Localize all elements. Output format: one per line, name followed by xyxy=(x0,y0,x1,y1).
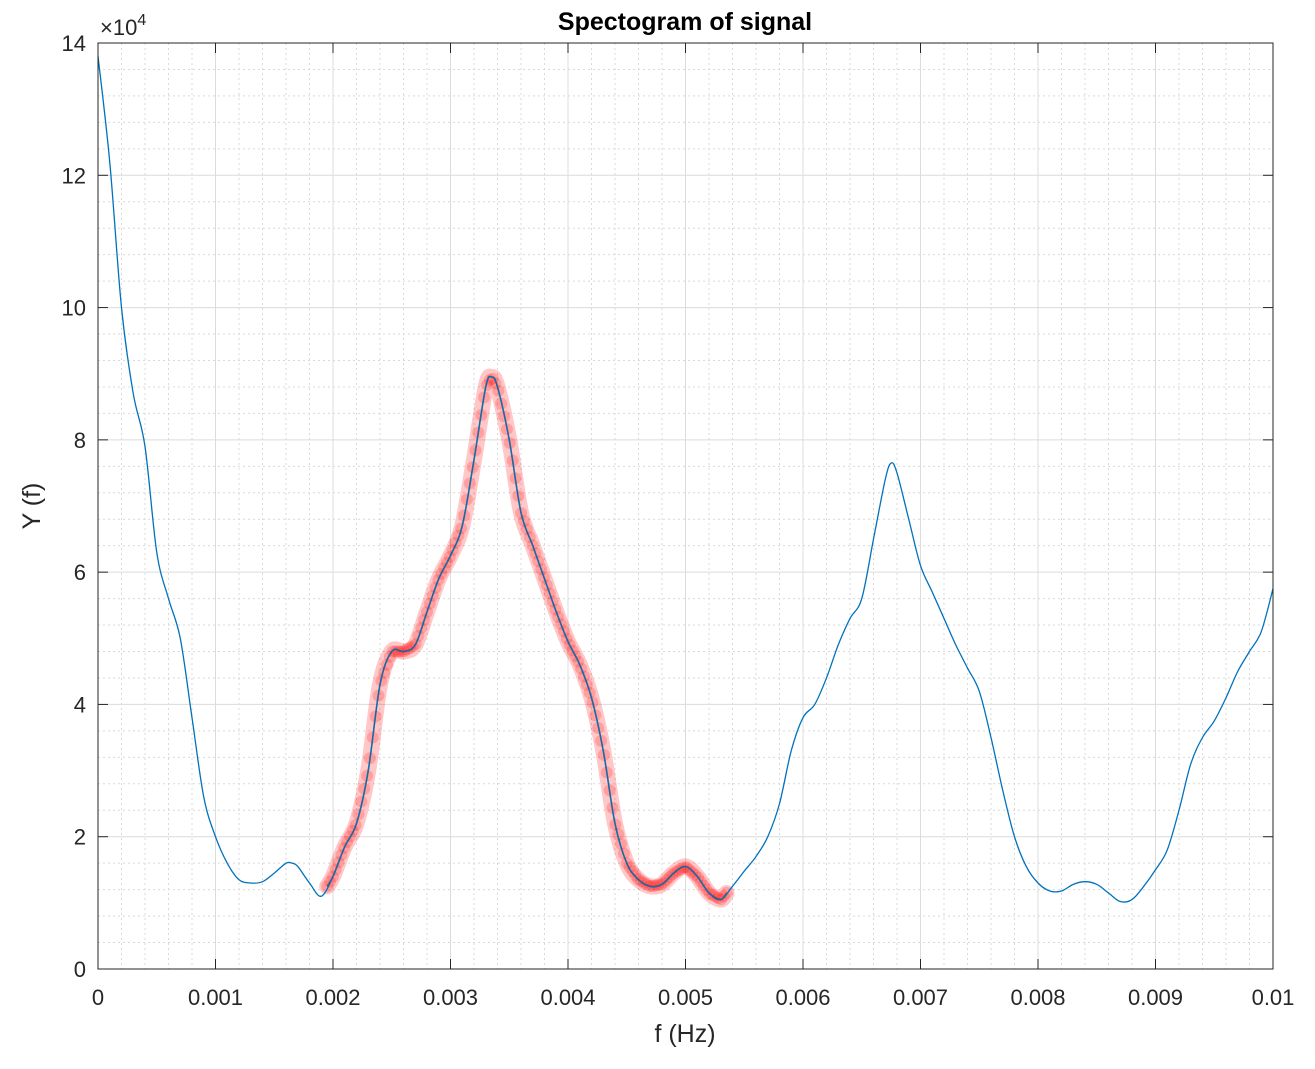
x-tick-labels: 0 0.001 0.002 0.003 0.004 0.005 0.006 0.007 0.00… xyxy=(92,985,1295,1010)
x-tick-label: 0.01 xyxy=(1252,985,1295,1010)
highlight-marker xyxy=(615,837,628,850)
highlight-marker xyxy=(452,529,465,542)
highlight-marker xyxy=(520,523,533,536)
y-exponent-label: ×104 xyxy=(100,12,146,40)
highlight-marker xyxy=(640,878,653,891)
y-exponent-base: ×10 xyxy=(100,15,137,40)
y-tick-label: 14 xyxy=(62,31,86,56)
highlight-marker xyxy=(649,879,662,892)
chart-title: Spectogram of signal xyxy=(558,8,812,36)
x-tick-label: 0.007 xyxy=(893,985,948,1010)
y-tick-label: 0 xyxy=(74,957,86,982)
y-tick-label: 4 xyxy=(74,692,86,717)
y-axis-label: Y (f) xyxy=(18,483,46,530)
highlight-marker xyxy=(401,643,414,656)
series-layer xyxy=(97,56,1274,903)
tick-marks xyxy=(97,42,1274,970)
y-tick-label: 8 xyxy=(74,428,86,453)
highlight-marker xyxy=(677,861,690,874)
y-tick-label: 2 xyxy=(74,825,86,850)
x-tick-label: 0.004 xyxy=(540,985,595,1010)
y-exponent-power: 4 xyxy=(137,12,146,29)
y-tick-labels: 0 2 4 6 8 10 12 14 xyxy=(62,31,86,982)
x-tick-label: 0.006 xyxy=(775,985,830,1010)
highlight-marker xyxy=(389,645,402,658)
x-tick-label: 0.002 xyxy=(305,985,360,1010)
y-tick-label: 6 xyxy=(74,560,86,585)
highlight-marker xyxy=(652,878,665,891)
y-tick-label: 12 xyxy=(62,163,86,188)
series-line xyxy=(97,56,1274,903)
highlight-marker xyxy=(355,795,368,808)
highlight-marker xyxy=(489,377,502,390)
highlight-marker xyxy=(712,892,725,905)
x-tick-label: 0.001 xyxy=(188,985,243,1010)
x-tick-label: 0.009 xyxy=(1128,985,1183,1010)
x-tick-label: 0 xyxy=(92,985,104,1010)
x-tick-label: 0.003 xyxy=(423,985,478,1010)
y-tick-label: 10 xyxy=(62,296,86,321)
x-tick-label: 0.005 xyxy=(658,985,713,1010)
x-axis-label: f (Hz) xyxy=(654,1020,715,1048)
x-tick-label: 0.008 xyxy=(1010,985,1065,1010)
